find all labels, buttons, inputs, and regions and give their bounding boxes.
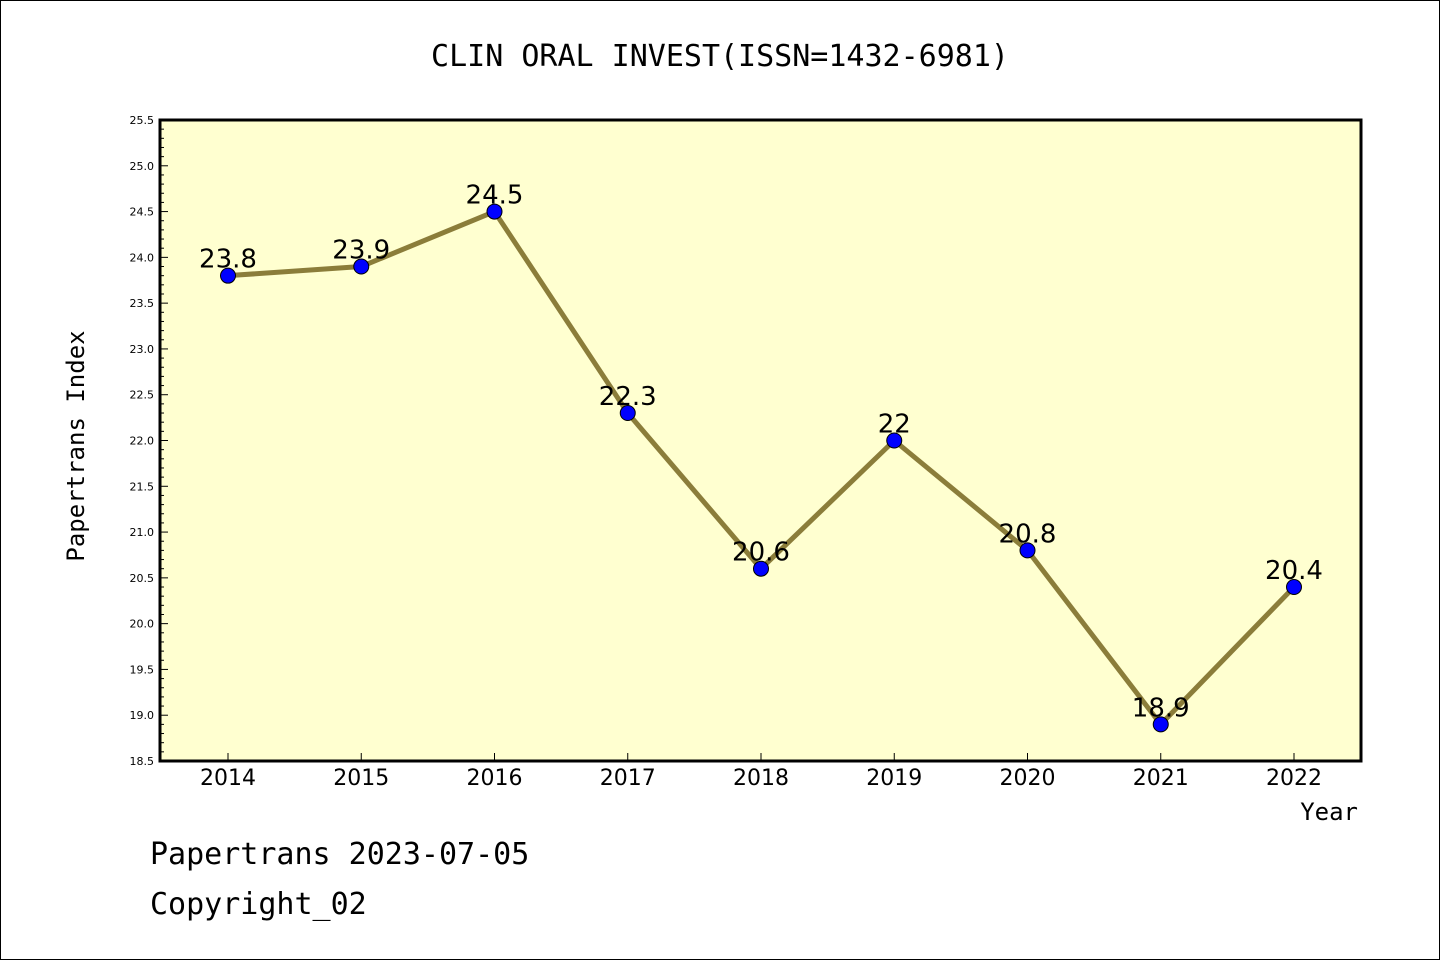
data-point xyxy=(353,258,370,275)
x-tick-label: 2020 xyxy=(1000,766,1056,791)
data-point xyxy=(619,405,636,422)
data-point xyxy=(1152,716,1169,733)
data-label: 22.3 xyxy=(599,382,657,412)
y-tick-label: 21.0 xyxy=(130,526,155,539)
y-tick-label: 23.0 xyxy=(130,343,155,356)
data-label: 22 xyxy=(878,410,911,440)
data-point xyxy=(486,203,503,220)
data-labels: 23.8 23.9 24.5 22.3 20.6 22 20.8 18.9 20.4 xyxy=(199,181,1323,724)
x-tick-label: 2016 xyxy=(467,766,523,791)
data-markers xyxy=(220,203,1302,733)
y-tick-label: 24.0 xyxy=(130,251,155,264)
plot-area xyxy=(160,120,1361,761)
data-label: 18.9 xyxy=(1132,693,1190,723)
data-label: 23.9 xyxy=(332,236,390,266)
x-tick-label: 2017 xyxy=(600,766,656,791)
data-label: 20.8 xyxy=(999,519,1057,549)
x-tick-label: 2015 xyxy=(333,766,389,791)
x-axis: 2014 2015 2016 2017 2018 2019 2020 2021 2022 xyxy=(200,753,1322,791)
y-tick-label: 23.5 xyxy=(130,297,155,310)
x-tick-label: 2019 xyxy=(866,766,922,791)
footer-copyright: Copyright_02 xyxy=(150,887,367,922)
data-point xyxy=(753,560,769,577)
y-tick-label: 19.5 xyxy=(130,663,155,676)
x-tick-label: 2022 xyxy=(1266,766,1322,791)
x-axis-label: Year xyxy=(1300,798,1358,826)
data-point xyxy=(220,267,236,284)
y-tick-label: 20.5 xyxy=(130,572,155,585)
y-tick-label: 24.5 xyxy=(130,206,155,219)
x-tick-label: 2018 xyxy=(733,766,789,791)
y-tick-label: 25.5 xyxy=(130,114,155,127)
data-point xyxy=(1019,542,1036,559)
x-tick-label: 2014 xyxy=(200,766,256,791)
y-tick-label: 25.0 xyxy=(130,160,155,173)
y-tick-label: 19.0 xyxy=(130,709,155,722)
data-label: 20.6 xyxy=(732,538,790,568)
chart-title: CLIN ORAL INVEST(ISSN=1432-6981) xyxy=(431,39,1009,74)
y-tick-label: 21.5 xyxy=(130,480,155,493)
data-label: 23.8 xyxy=(199,245,257,275)
y-tick-label: 20.0 xyxy=(130,618,155,631)
data-label: 20.4 xyxy=(1265,556,1323,586)
y-tick-label: 22.5 xyxy=(130,389,155,402)
plot-border xyxy=(158,118,1363,763)
footer-date: Papertrans 2023-07-05 xyxy=(150,837,529,872)
x-tick-label: 2021 xyxy=(1133,766,1189,791)
data-label: 24.5 xyxy=(466,181,524,211)
y-axis: 18.5 19.0 19.5 20.0 20.5 21.0 21.5 22.0 22.5 23.0… xyxy=(130,114,168,768)
y-tick-label: 22.0 xyxy=(130,435,155,448)
data-point xyxy=(886,432,903,449)
y-axis-label: Papertrans Index xyxy=(62,330,90,561)
y-tick-label: 18.5 xyxy=(130,755,155,768)
data-point xyxy=(1286,579,1302,596)
